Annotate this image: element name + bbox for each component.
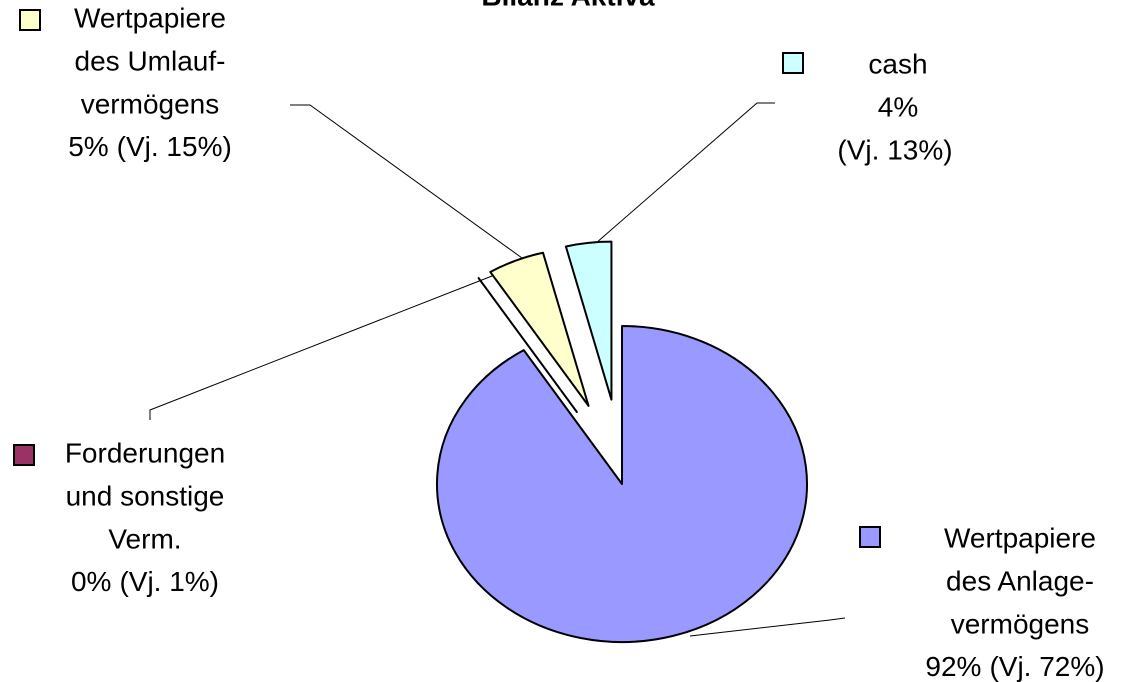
slice-label: und sonstige <box>66 480 225 511</box>
value-label: 5% (Vj. 15%) <box>68 131 232 162</box>
value-label: 92% (Vj. 72%) <box>925 651 1104 682</box>
pie-slice <box>489 251 590 407</box>
slice-label: Wertpapiere <box>944 522 1096 553</box>
pie-slice <box>564 240 613 401</box>
legend-swatch <box>782 52 804 74</box>
value-label: 0% <box>71 566 111 597</box>
pie-slice <box>436 325 808 643</box>
prior-label: (Vj. 72%) <box>989 651 1104 682</box>
slice-label: des Anlage- <box>946 565 1094 596</box>
value-label: 4% <box>878 91 918 122</box>
leader-line <box>290 104 523 259</box>
leader-line <box>149 275 493 420</box>
leader-line <box>587 102 775 251</box>
slice-label: vermögens <box>81 88 220 119</box>
prior-label: (Vj. 1%) <box>119 566 219 597</box>
slice-label: cash <box>868 48 927 79</box>
slice-label: des Umlauf- <box>75 45 226 76</box>
prior-label: (Vj. 13%) <box>837 134 952 165</box>
value-label: 92% <box>925 651 981 682</box>
prior-label: (Vj. 15%) <box>117 131 232 162</box>
value-label: 0% (Vj. 1%) <box>71 566 219 597</box>
leader-line <box>689 617 846 637</box>
legend-swatch <box>19 9 41 31</box>
legend-swatch <box>13 444 35 466</box>
slice-label: Wertpapiere <box>74 2 226 33</box>
pie-slice <box>477 277 578 413</box>
legend-swatch <box>859 526 881 548</box>
value-label: 5% <box>68 131 108 162</box>
slice-label: Forderungen <box>65 437 225 468</box>
chart-title: Bilanz Aktiva <box>481 0 655 11</box>
slice-label: vermögens <box>951 608 1090 639</box>
slice-label: Verm. <box>108 523 181 554</box>
